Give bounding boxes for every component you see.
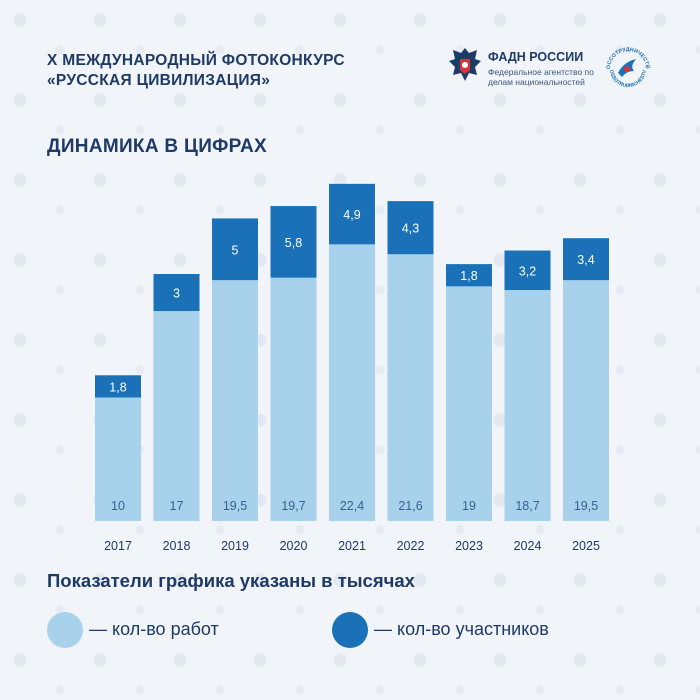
label-works-2023: 19 [462,499,476,513]
title-line-1: X МЕЖДУНАРОДНЫЙ ФОТОКОНКУРС [47,52,345,69]
title-line-2: «РУССКАЯ ЦИВИЛИЗАЦИЯ» [47,72,271,89]
bar-works-2021 [329,244,375,522]
label-participants-2023: 1,8 [460,269,477,283]
label-participants-2021: 4,9 [343,208,360,222]
bar-participants-2025 [563,238,609,281]
label-works-2022: 21,6 [398,499,422,513]
label-works-2017: 10 [111,499,125,513]
bar-participants-2017 [95,375,141,398]
label-participants-2019: 5 [232,243,239,257]
eagle-emblem-icon [449,48,481,81]
x-tick-2018: 2018 [163,539,191,553]
label-works-2020: 19,7 [281,499,305,513]
bar-participants-2023 [446,264,492,287]
bar-works-2020 [270,277,317,521]
x-tick-2025: 2025 [572,539,600,553]
fadn-subtitle: Федеральное агентство по делам националь… [488,67,594,87]
bar-participants-2018 [153,274,200,312]
bar-works-2018 [153,311,200,521]
label-works-2025: 19,5 [574,499,598,513]
x-tick-2017: 2017 [104,539,132,553]
label-participants-2017: 1,8 [109,380,126,394]
fadn-logo: ФАДН РОССИИ Федеральное агентство по дел… [447,43,597,93]
label-works-2021: 22,4 [340,499,364,513]
bar-works-2024 [504,290,551,521]
label-participants-2020: 5,8 [285,236,302,250]
bar-participants-2020 [270,206,317,278]
bar-works-2019 [212,280,258,521]
bar-works-2023 [446,286,492,521]
x-tick-2019: 2019 [221,539,249,553]
bar-participants-2024 [504,250,551,291]
section-title: ДИНАМИКА В ЦИФРАХ [47,136,267,157]
label-works-2019: 19,5 [223,499,247,513]
bar-works-2022 [387,254,434,522]
label-works-2024: 18,7 [515,499,539,513]
legend-label-participants: — кол-во участников [374,619,549,639]
bar-works-2017 [95,397,141,521]
legend-label-works: — кол-во работ [89,619,219,639]
label-participants-2025: 3,4 [577,253,594,267]
x-tick-2023: 2023 [455,539,483,553]
x-tick-2020: 2020 [280,539,308,553]
bar-participants-2022 [387,201,434,255]
fadn-name: ФАДН РОССИИ [488,50,584,64]
dove-icon [618,59,636,77]
label-participants-2018: 3 [173,287,180,301]
bar-works-2025 [563,280,609,521]
units-footnote: Показатели графика указаны в тысячах [47,570,415,591]
label-participants-2024: 3,2 [519,264,536,278]
bar-participants-2021 [329,183,375,245]
page-header-title: X МЕЖДУНАРОДНЫЙ ФОТОКОНКУРС «РУССКАЯ ЦИВ… [47,51,345,91]
label-works-2018: 17 [170,499,184,513]
x-tick-2021: 2021 [338,539,366,553]
bar-participants-2019 [212,218,258,281]
x-tick-2024: 2024 [514,539,542,553]
label-participants-2022: 4,3 [402,222,419,236]
x-tick-2022: 2022 [397,539,425,553]
legend-swatch-works [47,612,83,648]
legend-swatch-participants [332,612,368,648]
rossotrudnichestvo-logo: РОССОТРУДНИЧЕСТВО ROSSOTRUDNICHESTVO [604,45,650,89]
